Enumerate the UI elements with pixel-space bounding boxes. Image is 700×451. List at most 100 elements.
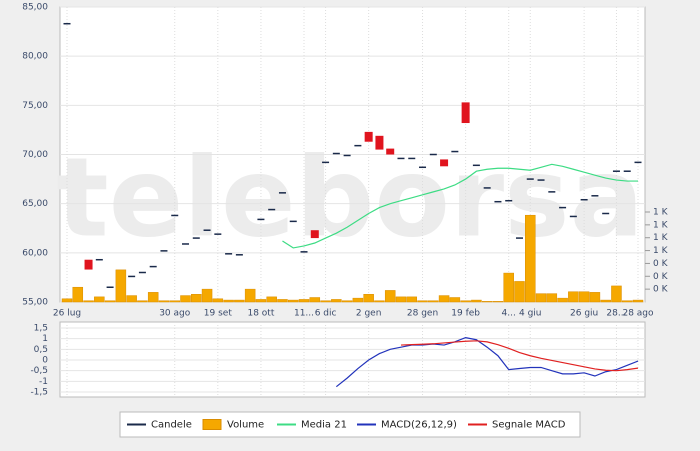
y-tick-label: 60,00	[22, 248, 48, 258]
y2-tick-label: 1 K	[653, 233, 669, 243]
candle	[483, 187, 491, 189]
candle	[343, 154, 351, 157]
volume-bar	[115, 269, 127, 303]
candle	[106, 286, 114, 288]
y-tick-label: 85,00	[22, 3, 48, 13]
candle	[591, 195, 599, 197]
candle	[171, 214, 179, 217]
volume-bar	[94, 296, 105, 303]
candle	[612, 170, 620, 172]
volume-bar	[589, 292, 601, 303]
candle	[300, 251, 308, 253]
y-tick-label: 70,00	[22, 150, 48, 160]
candle	[451, 150, 459, 153]
candle	[419, 166, 427, 169]
y-tick-label: 0	[42, 356, 48, 366]
line-series	[335, 336, 639, 388]
candle	[203, 229, 211, 231]
volume-bar	[137, 300, 148, 303]
y2-tick-label: 1 K	[653, 246, 669, 256]
watermark: teleborsa	[56, 133, 644, 261]
candle	[526, 178, 534, 180]
volume-bar	[147, 292, 159, 303]
candle	[408, 157, 416, 160]
volume-bar	[417, 300, 428, 303]
volume-bar	[503, 272, 514, 303]
volume-bar	[460, 300, 471, 303]
volume-bar	[568, 291, 579, 303]
legend-label: MACD(26,12,9)	[381, 420, 457, 431]
volume-bar	[578, 291, 590, 303]
volume-bar	[234, 299, 245, 303]
volume-bar	[438, 295, 450, 303]
volume-bar	[374, 300, 385, 303]
x-tick-label: 11...	[294, 309, 314, 319]
volume-bar	[212, 298, 224, 303]
volume-bar	[169, 300, 180, 303]
candle	[182, 243, 190, 245]
candle	[569, 215, 577, 218]
volume-bar	[201, 288, 213, 303]
y2-tick-label: 1 K	[653, 208, 669, 218]
candle	[623, 170, 631, 172]
volume-bar	[471, 299, 482, 303]
candle	[235, 254, 243, 256]
legend-label: Segnale MACD	[492, 420, 566, 431]
x-tick-label: 28 ago	[622, 309, 654, 319]
candle	[580, 198, 588, 201]
volume-bar	[492, 301, 504, 303]
x-tick-label: 28 gen	[407, 309, 438, 319]
volume-bar	[72, 286, 84, 303]
volume-bar	[277, 299, 288, 303]
volume-bar	[611, 285, 622, 303]
y-tick-label: 1,5	[34, 324, 48, 334]
y-tick-label: 75,00	[22, 101, 48, 111]
x-tick-label: 4 giu	[519, 309, 542, 319]
volume-bar	[104, 300, 116, 303]
candle	[149, 265, 157, 268]
candle	[515, 237, 523, 239]
x-tick-label: 28...	[606, 309, 626, 319]
candle	[386, 148, 395, 155]
volume-bar	[428, 300, 439, 303]
volume-bar	[363, 294, 374, 303]
volume-bar	[449, 297, 461, 303]
volume-bar	[406, 296, 418, 303]
candle	[461, 102, 470, 124]
candle	[634, 161, 642, 164]
volume-bar	[223, 299, 234, 303]
candle	[214, 233, 222, 235]
y-tick-label: 80,00	[22, 52, 48, 62]
y2-tick-label: 1 K	[653, 220, 669, 230]
candle	[278, 192, 286, 194]
legend-label: Candele	[151, 420, 192, 431]
volume-bar	[61, 298, 73, 303]
volume-bar	[158, 300, 170, 303]
volume-bar	[557, 297, 568, 303]
candle	[268, 208, 276, 211]
volume-bar	[546, 293, 558, 303]
candle	[559, 206, 567, 209]
volume-bar	[320, 300, 331, 303]
y2-tick-label: 0 K	[653, 259, 669, 269]
volume-bar	[395, 296, 407, 303]
candle	[364, 131, 373, 142]
candle	[160, 250, 168, 252]
x-tick-label: 26 lug	[53, 309, 81, 319]
candle	[95, 258, 103, 261]
volume-bar	[309, 297, 321, 303]
volume-bar	[352, 297, 364, 303]
volume-bar	[83, 300, 94, 303]
candle	[225, 253, 233, 255]
volume-bar	[244, 288, 256, 303]
candle	[602, 212, 610, 215]
candle	[192, 237, 200, 239]
candle	[322, 161, 330, 164]
y-tick-label: -1	[39, 377, 48, 387]
candle	[440, 159, 449, 167]
x-tick-label: 26 giu	[570, 309, 598, 319]
legend	[119, 411, 581, 438]
volume-bar	[266, 296, 277, 303]
volume-bar	[621, 300, 633, 303]
